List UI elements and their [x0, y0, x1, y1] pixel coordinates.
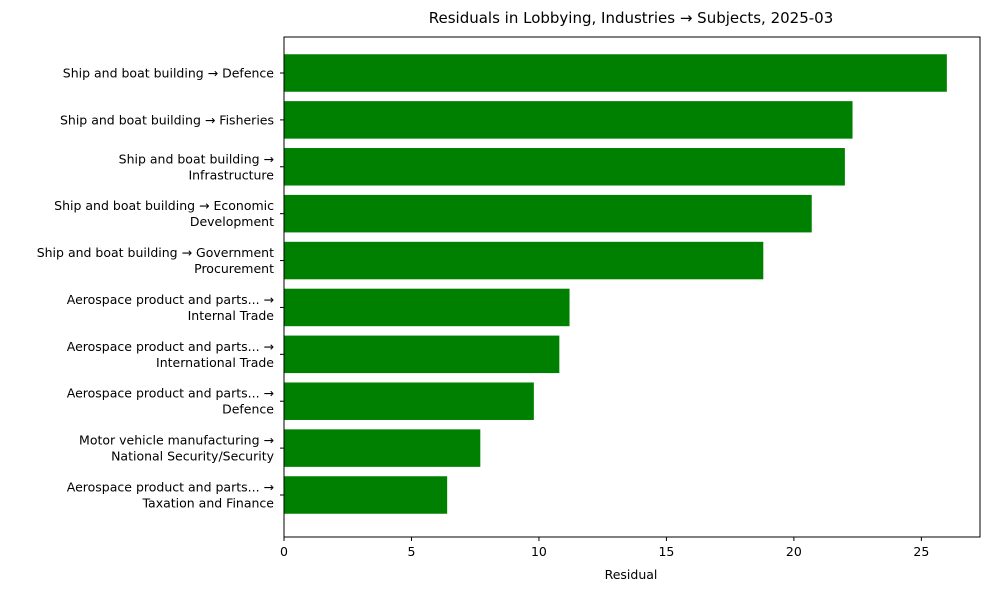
y-tick-label: Aerospace product and parts... → Defence: [67, 386, 275, 417]
y-tick-label-line: Aerospace product and parts... →: [67, 386, 274, 401]
bar: [284, 148, 845, 186]
y-tick-label: Aerospace product and parts... → Internal…: [67, 292, 275, 323]
x-tick-label: 20: [786, 544, 802, 559]
bar: [284, 335, 560, 374]
bar: [284, 429, 481, 467]
y-tick-label: Motor vehicle manufacturing → National Se…: [79, 433, 275, 464]
y-tick-label-line: Ship and boat building → Fisheries: [60, 112, 274, 127]
chart-title: Residuals in Lobbying, Industries → Subj…: [429, 9, 834, 27]
x-tick-label: 15: [658, 544, 674, 559]
bar: [284, 194, 812, 233]
y-tick-label: Aerospace product and parts... → Internat…: [67, 339, 275, 370]
y-tick-label: Ship and boat building → Government Procu…: [37, 245, 274, 276]
y-tick-label: Ship and boat building → Defence: [63, 66, 275, 81]
y-tick-label-line: Ship and boat building →: [119, 151, 274, 166]
plot-frame: [283, 36, 981, 538]
y-tick-label-line: Motor vehicle manufacturing →: [79, 433, 274, 448]
y-tick-label-line: Aerospace product and parts... →: [67, 480, 274, 495]
y-tick-label: Ship and boat building → Infrastructure: [119, 151, 275, 182]
y-tick-label: Ship and boat building → Fisheries: [60, 112, 274, 127]
x-tick-label: 5: [407, 544, 415, 559]
bar: [284, 101, 853, 139]
y-tick-label: Ship and boat building → Economic Develop…: [54, 198, 274, 229]
bar: [284, 288, 570, 327]
y-tick-label-line: Ship and boat building → Government: [37, 245, 274, 260]
bars-layer: [284, 54, 947, 514]
bar: [284, 382, 534, 420]
x-tick-label: 25: [913, 544, 929, 559]
y-tick-label-line: Procurement: [194, 261, 274, 276]
y-tick-label-line: Ship and boat building → Defence: [63, 66, 275, 81]
y-tick-label-line: Infrastructure: [188, 167, 274, 182]
y-tick-label-line: Taxation and Finance: [141, 496, 274, 511]
y-tick-label-line: Ship and boat building → Economic: [54, 198, 274, 213]
axes-layer: Ship and boat building → Defence Ship and…: [37, 36, 981, 559]
y-tick-label-line: Development: [190, 214, 274, 229]
y-tick-label-line: International Trade: [156, 355, 274, 370]
x-tick-label: 10: [531, 544, 547, 559]
y-tick-label-line: National Security/Security: [111, 449, 275, 464]
y-tick-label-line: Defence: [222, 402, 274, 417]
bar: [284, 54, 947, 92]
y-tick-label-line: Internal Trade: [188, 308, 275, 323]
x-tick-label: 0: [280, 544, 288, 559]
x-axis-label: Residual: [605, 567, 658, 582]
bar: [284, 476, 448, 514]
y-tick-label-line: Aerospace product and parts... →: [67, 292, 274, 307]
y-tick-label-line: Aerospace product and parts... →: [67, 339, 274, 354]
y-tick-label: Aerospace product and parts... → Taxation…: [67, 480, 275, 511]
bar: [284, 241, 764, 280]
